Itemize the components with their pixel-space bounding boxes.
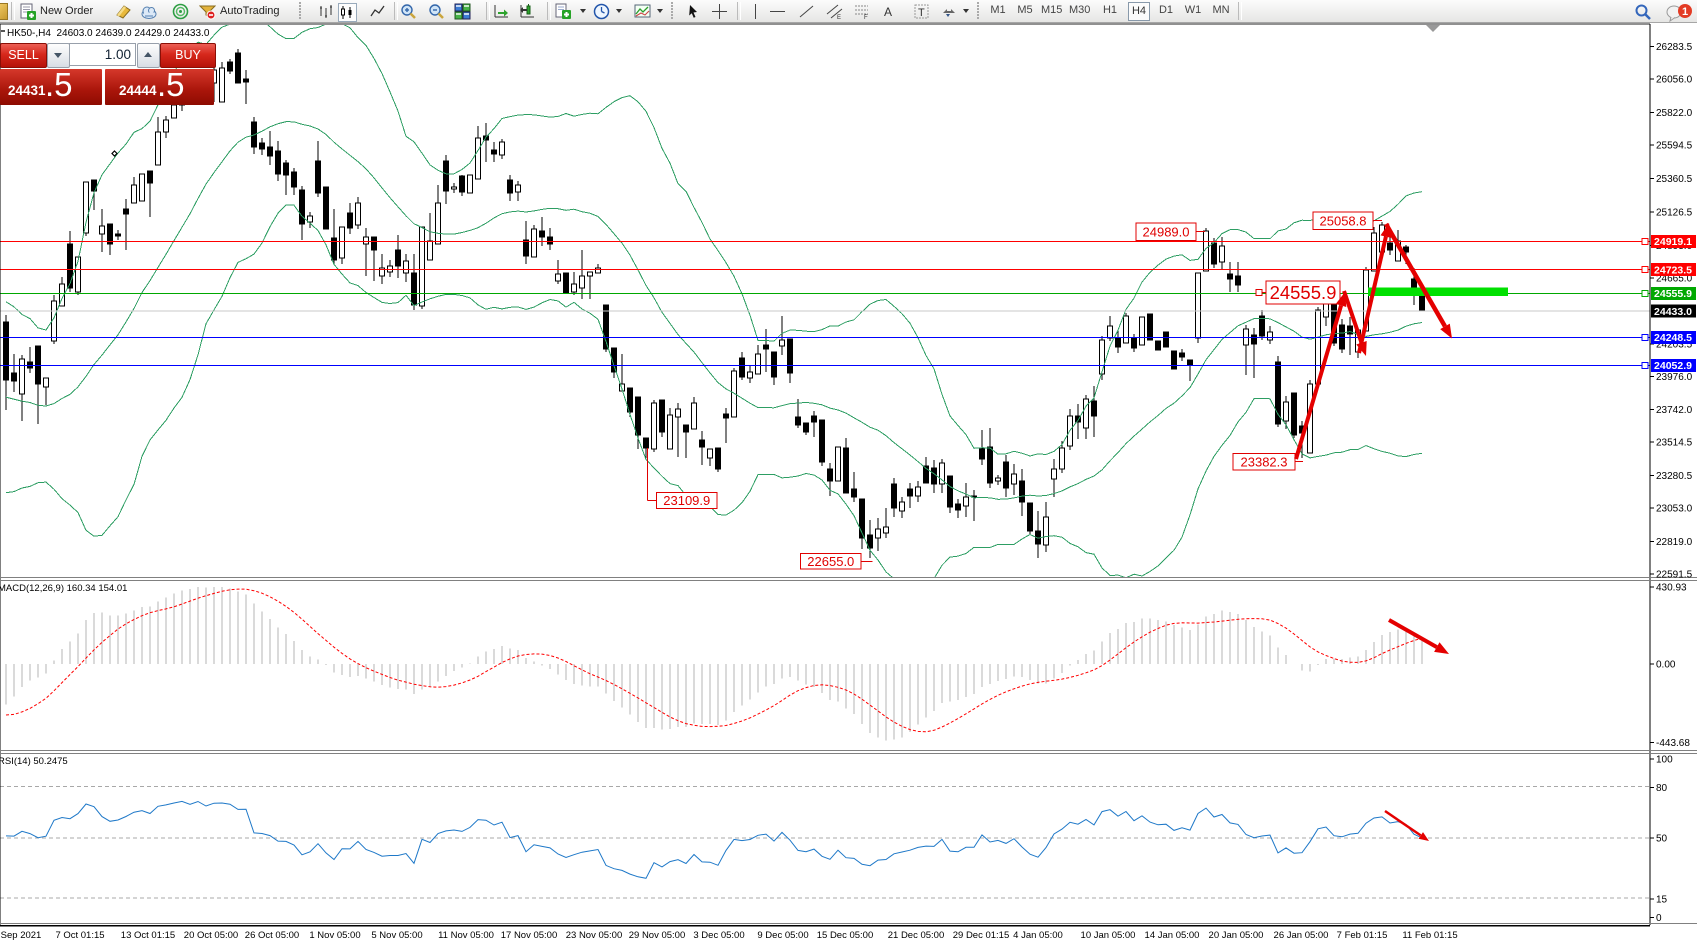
svg-text:1: 1 [1682, 6, 1688, 18]
svg-text:23280.5: 23280.5 [1656, 471, 1693, 482]
svg-text:24433.0: 24433.0 [1654, 306, 1692, 318]
svg-text:5 Nov 05:00: 5 Nov 05:00 [371, 930, 422, 941]
svg-text:24052.9: 24052.9 [1654, 360, 1692, 372]
svg-text:25360.5: 25360.5 [1656, 174, 1693, 185]
svg-text:24555.9: 24555.9 [1654, 288, 1692, 300]
svg-text:25822.0: 25822.0 [1656, 108, 1693, 119]
svg-text:11 Feb 01:15: 11 Feb 01:15 [1402, 930, 1457, 941]
svg-text:24919.1: 24919.1 [1654, 236, 1692, 248]
svg-text:100: 100 [1656, 755, 1673, 766]
svg-text:26 Oct 05:00: 26 Oct 05:00 [245, 930, 299, 941]
svg-text:E: E [837, 15, 841, 20]
svg-text:14 Jan 05:00: 14 Jan 05:00 [1145, 930, 1200, 941]
svg-text:26283.5: 26283.5 [1656, 42, 1693, 53]
svg-text:24248.5: 24248.5 [1654, 332, 1692, 344]
svg-text:0: 0 [1656, 913, 1662, 924]
svg-text:50: 50 [1656, 834, 1668, 845]
svg-text:Sep 2021: Sep 2021 [1, 930, 42, 941]
svg-text:22655.0: 22655.0 [807, 554, 854, 569]
svg-text:15: 15 [1656, 895, 1668, 906]
svg-text:25594.5: 25594.5 [1656, 141, 1693, 152]
svg-text:17 Nov 05:00: 17 Nov 05:00 [501, 930, 558, 941]
svg-text:23382.3: 23382.3 [1241, 454, 1288, 469]
svg-text:22819.0: 22819.0 [1656, 537, 1693, 548]
svg-text:13 Oct 01:15: 13 Oct 01:15 [121, 930, 175, 941]
svg-text:3 Dec 05:00: 3 Dec 05:00 [693, 930, 744, 941]
svg-text:11 Nov 05:00: 11 Nov 05:00 [438, 930, 494, 941]
svg-text:24203.5: 24203.5 [1656, 339, 1693, 350]
svg-text:22591.5: 22591.5 [1656, 570, 1693, 581]
svg-text:29 Dec 01:15: 29 Dec 01:15 [953, 930, 1010, 941]
svg-text:23514.5: 23514.5 [1656, 438, 1693, 449]
svg-text:25058.8: 25058.8 [1320, 213, 1367, 228]
svg-text:26056.0: 26056.0 [1656, 75, 1693, 86]
svg-text:RSI(14) 50.2475: RSI(14) 50.2475 [0, 756, 68, 767]
svg-text:F: F [864, 15, 868, 20]
svg-text:20 Oct 05:00: 20 Oct 05:00 [184, 930, 238, 941]
svg-text:7 Feb 01:15: 7 Feb 01:15 [1337, 930, 1388, 941]
svg-text:HK50-,H4 24603.0 24639.0 2442: HK50-,H4 24603.0 24639.0 24429.0 24433.0 [7, 28, 210, 39]
svg-text:24989.0: 24989.0 [1143, 224, 1190, 239]
svg-text:23053.0: 23053.0 [1656, 504, 1693, 515]
svg-text:T: T [918, 7, 925, 19]
svg-text:1 Nov 05:00: 1 Nov 05:00 [309, 930, 360, 941]
svg-text:10 Jan 05:00: 10 Jan 05:00 [1081, 930, 1136, 941]
svg-text:MACD(12,26,9) 160.34 154.01: MACD(12,26,9) 160.34 154.01 [0, 583, 127, 594]
svg-text:24555.9: 24555.9 [1270, 282, 1337, 303]
svg-text:9 Dec 05:00: 9 Dec 05:00 [757, 930, 808, 941]
svg-text:23109.9: 23109.9 [663, 493, 710, 508]
svg-text:23742.0: 23742.0 [1656, 405, 1693, 416]
svg-text:29 Nov 05:00: 29 Nov 05:00 [629, 930, 686, 941]
svg-text:23 Nov 05:00: 23 Nov 05:00 [566, 930, 623, 941]
svg-text:7 Oct 01:15: 7 Oct 01:15 [55, 930, 104, 941]
svg-text:0.00: 0.00 [1656, 660, 1676, 671]
svg-text:15 Dec 05:00: 15 Dec 05:00 [817, 930, 874, 941]
svg-text:80: 80 [1656, 783, 1668, 794]
svg-text:25126.5: 25126.5 [1656, 207, 1693, 218]
svg-text:4 Jan 05:00: 4 Jan 05:00 [1013, 930, 1063, 941]
svg-text:24723.5: 24723.5 [1654, 264, 1692, 276]
svg-text:21 Dec 05:00: 21 Dec 05:00 [888, 930, 945, 941]
svg-text:26 Jan 05:00: 26 Jan 05:00 [1274, 930, 1329, 941]
svg-text:-443.68: -443.68 [1656, 738, 1690, 749]
svg-text:24665.0: 24665.0 [1656, 273, 1693, 284]
svg-text:20 Jan 05:00: 20 Jan 05:00 [1209, 930, 1264, 941]
svg-text:430.93: 430.93 [1656, 583, 1687, 594]
svg-text:23976.0: 23976.0 [1656, 372, 1693, 383]
